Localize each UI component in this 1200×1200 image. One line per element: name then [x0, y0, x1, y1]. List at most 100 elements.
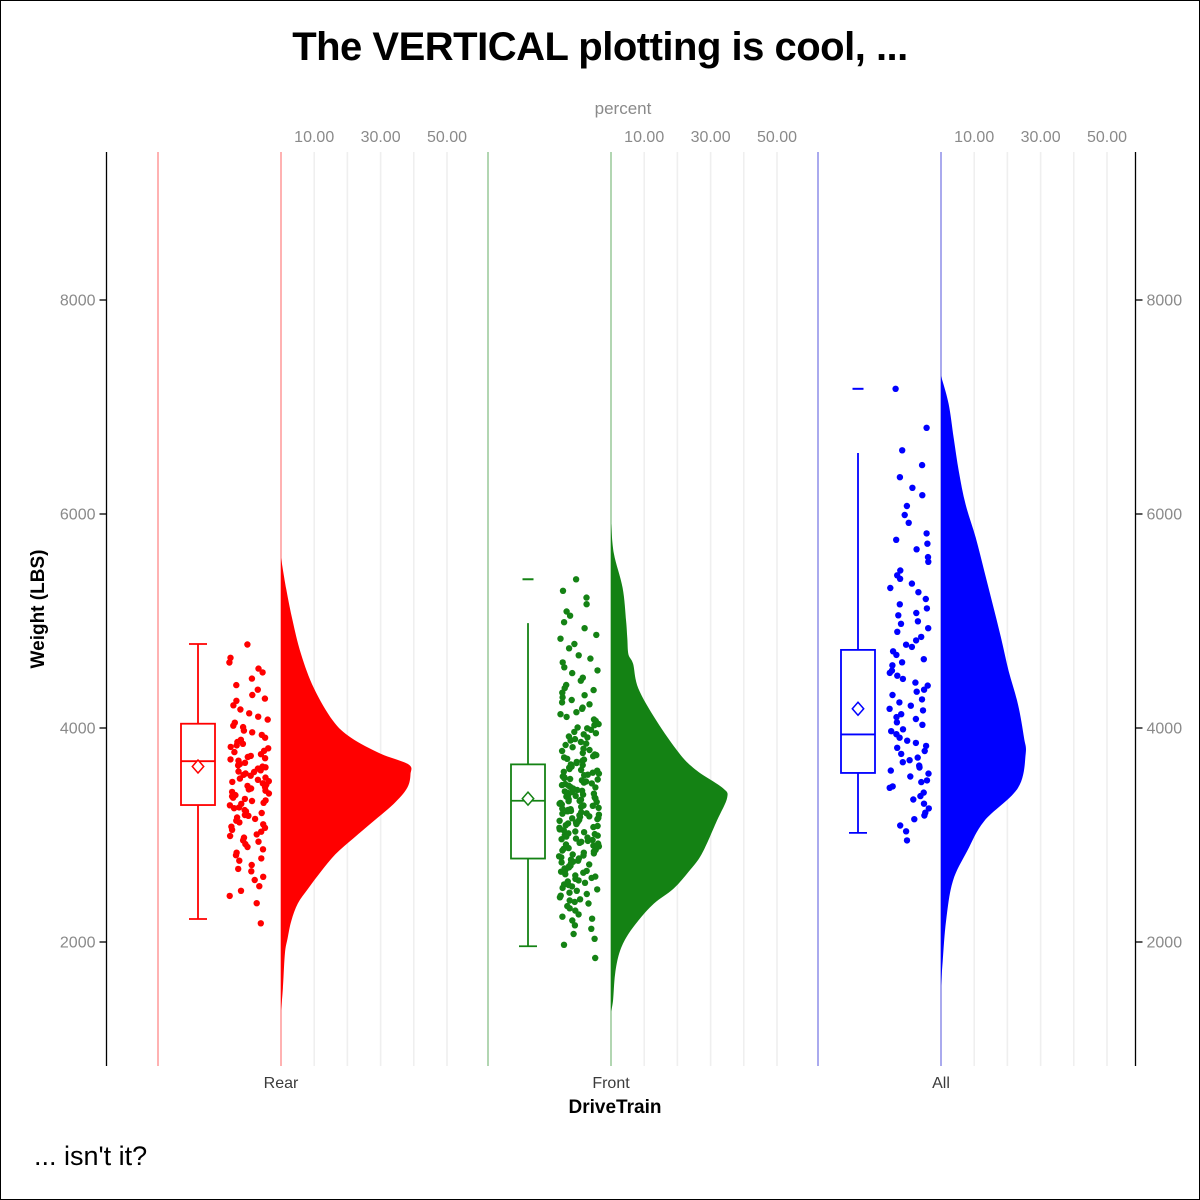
- data-point: [251, 815, 259, 823]
- jitter-all: [886, 385, 932, 844]
- data-point: [564, 820, 572, 827]
- data-point: [918, 633, 925, 641]
- data-point: [905, 519, 912, 526]
- data-point: [584, 771, 591, 778]
- data-point: [236, 857, 243, 864]
- data-point: [565, 733, 573, 740]
- data-point: [258, 809, 265, 817]
- data-point: [925, 770, 932, 777]
- data-point: [580, 745, 587, 752]
- data-point: [231, 748, 238, 756]
- percent-tick-label: 30.00: [691, 129, 731, 146]
- data-point: [259, 669, 266, 676]
- data-point: [560, 619, 568, 626]
- data-point: [580, 756, 588, 763]
- data-point: [591, 830, 598, 838]
- data-point: [248, 868, 255, 875]
- data-point: [913, 688, 920, 695]
- data-point: [235, 757, 242, 764]
- data-point: [571, 640, 578, 648]
- percent-tick-label: 30.00: [361, 129, 401, 146]
- data-point: [558, 699, 566, 706]
- data-point: [240, 834, 248, 841]
- data-point: [569, 851, 576, 858]
- data-point: [592, 873, 599, 880]
- data-point: [261, 755, 269, 762]
- boxplots: [180, 387, 876, 948]
- x-axis-label: DriveTrain: [568, 1097, 662, 1118]
- data-point: [233, 849, 240, 856]
- data-point: [920, 656, 927, 663]
- data-point: [587, 655, 594, 662]
- data-point: [918, 696, 926, 703]
- data-point: [925, 805, 932, 812]
- data-point: [899, 447, 906, 454]
- data-point: [586, 701, 593, 708]
- data-point: [254, 686, 261, 693]
- data-point: [572, 576, 580, 583]
- data-point: [568, 696, 575, 704]
- data-point: [580, 829, 588, 836]
- data-point: [594, 886, 601, 893]
- data-point: [564, 878, 571, 885]
- data-point: [578, 838, 585, 845]
- data-point: [893, 719, 901, 726]
- data-point: [227, 743, 234, 751]
- data-point: [895, 612, 902, 619]
- data-point: [567, 806, 574, 813]
- data-point: [898, 711, 905, 718]
- data-point: [559, 810, 566, 817]
- data-point: [919, 492, 926, 499]
- data-point: [246, 710, 253, 717]
- data-point: [906, 757, 913, 764]
- data-point: [583, 867, 590, 875]
- data-point: [555, 853, 563, 860]
- data-point: [569, 815, 576, 822]
- data-point: [909, 484, 916, 491]
- data-point: [230, 702, 237, 709]
- data-point: [594, 840, 602, 847]
- data-point: [262, 797, 269, 804]
- data-point: [581, 625, 588, 632]
- data-point: [888, 667, 896, 674]
- data-point: [565, 830, 572, 837]
- violin-front: [611, 521, 728, 1013]
- data-point: [227, 654, 234, 661]
- data-point: [226, 832, 234, 840]
- data-point: [914, 618, 922, 625]
- data-point: [262, 774, 269, 781]
- category-label-rear: Rear: [264, 1075, 299, 1092]
- data-point: [248, 675, 256, 682]
- data-point: [556, 824, 563, 831]
- data-point: [557, 711, 564, 718]
- data-point: [915, 589, 922, 596]
- data-point: [559, 694, 566, 701]
- data-point: [563, 608, 570, 615]
- data-point: [583, 740, 590, 747]
- data-point: [559, 659, 566, 666]
- data-point: [577, 766, 585, 774]
- data-point: [916, 762, 923, 769]
- data-point: [237, 887, 245, 894]
- left-axis-tick-label: 2000: [60, 935, 96, 952]
- data-point: [261, 695, 269, 702]
- data-point: [258, 855, 265, 862]
- data-point: [918, 778, 925, 786]
- percent-tick-label: 50.00: [757, 129, 797, 146]
- data-point: [583, 594, 590, 601]
- data-point: [558, 859, 565, 866]
- boxplot-rear: [180, 643, 216, 920]
- data-point: [572, 907, 579, 914]
- data-point: [896, 474, 904, 481]
- data-point: [583, 810, 590, 817]
- data-point: [573, 758, 580, 766]
- data-point: [924, 553, 932, 561]
- data-point: [594, 822, 601, 830]
- data-point: [559, 913, 566, 920]
- data-point: [908, 643, 916, 651]
- left-axis-tick-label: 8000: [60, 293, 96, 310]
- data-point: [887, 584, 894, 592]
- data-point: [581, 692, 588, 699]
